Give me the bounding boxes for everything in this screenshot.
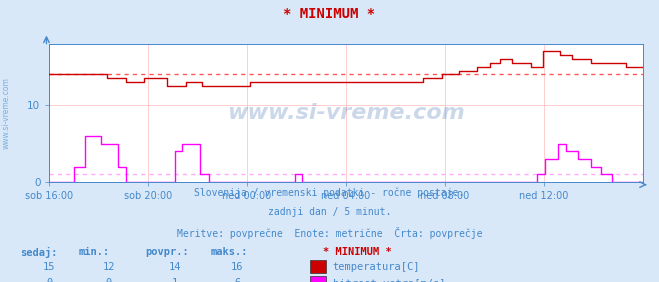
Text: 14: 14 <box>169 262 181 272</box>
Text: 15: 15 <box>43 262 55 272</box>
Text: * MINIMUM *: * MINIMUM * <box>323 247 391 257</box>
Text: zadnji dan / 5 minut.: zadnji dan / 5 minut. <box>268 207 391 217</box>
Text: povpr.:: povpr.: <box>145 247 188 257</box>
Text: maks.:: maks.: <box>211 247 248 257</box>
Text: 16: 16 <box>231 262 243 272</box>
Text: www.si-vreme.com: www.si-vreme.com <box>227 103 465 123</box>
Text: 0: 0 <box>105 278 112 282</box>
Text: * MINIMUM *: * MINIMUM * <box>283 7 376 21</box>
Text: temperatura[C]: temperatura[C] <box>333 262 420 272</box>
Text: 12: 12 <box>103 262 115 272</box>
Text: Meritve: povprečne  Enote: metrične  Črta: povprečje: Meritve: povprečne Enote: metrične Črta:… <box>177 227 482 239</box>
Text: www.si-vreme.com: www.si-vreme.com <box>2 77 11 149</box>
Text: min.:: min.: <box>79 247 110 257</box>
Text: sedaj:: sedaj: <box>20 247 57 258</box>
Text: 6: 6 <box>234 278 241 282</box>
Text: Slovenija / vremenski podatki - ročne postaje.: Slovenija / vremenski podatki - ročne po… <box>194 188 465 198</box>
Text: hitrost vetra[m/s]: hitrost vetra[m/s] <box>333 278 445 282</box>
Text: 0: 0 <box>46 278 53 282</box>
Text: 1: 1 <box>171 278 178 282</box>
